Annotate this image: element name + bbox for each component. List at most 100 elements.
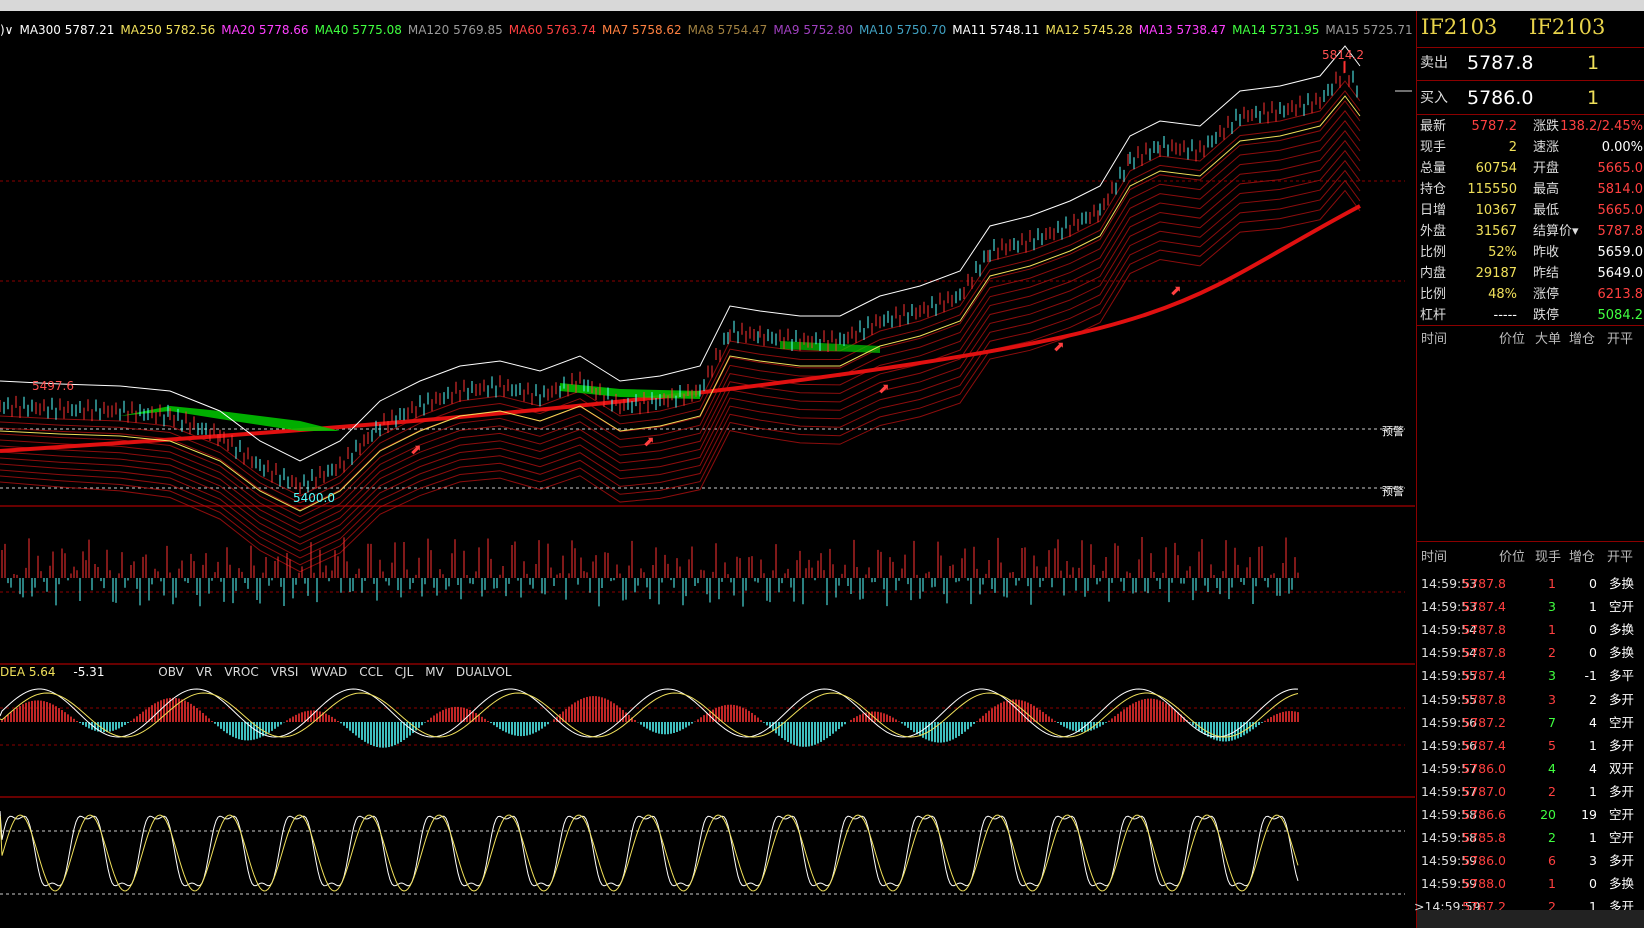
stat-l2: 跌停 xyxy=(1533,308,1560,323)
sell-row[interactable]: 卖出 5787.8 1 xyxy=(1417,49,1644,77)
green-band xyxy=(560,383,700,399)
trade-price: 5787.0 xyxy=(1462,783,1506,799)
stat-l1: 杠杆 xyxy=(1420,308,1447,323)
alert-label-upper[interactable]: 预警 xyxy=(1382,425,1404,438)
ma-legend-item: MA12 5745.28 xyxy=(1045,23,1133,37)
ma-line xyxy=(0,80,1361,497)
indicator-tab-vroc[interactable]: VROC xyxy=(224,665,259,679)
column-header: 现手 xyxy=(1535,550,1562,565)
ma-legend-item: MA250 5782.56 xyxy=(120,23,216,37)
trade-type: 多换 xyxy=(1609,576,1635,591)
stat-v1: ----- xyxy=(1493,308,1517,323)
trade-qty: 2 xyxy=(1548,645,1556,661)
trade-qty: 2 xyxy=(1548,899,1556,915)
trade-oi: 2 xyxy=(1589,691,1597,707)
trade-time: 14:59:56 xyxy=(1421,737,1478,753)
trade-type: 多开 xyxy=(1609,737,1635,753)
stat-l2: 速涨 xyxy=(1533,140,1560,155)
trade-row[interactable]: 14:59:54 5787.8 1 0 多换 xyxy=(1417,618,1644,642)
trade-row[interactable]: 14:59:59 5786.0 6 3 多开 xyxy=(1417,849,1644,873)
trade-qty: 1 xyxy=(1548,876,1556,892)
column-header: 价位 xyxy=(1499,332,1526,347)
ma-line xyxy=(0,179,1361,566)
signal-arrow: ⬈ xyxy=(1053,339,1065,355)
trade-price: 5787.4 xyxy=(1462,668,1506,684)
ma-legend-item: MA7 5758.62 xyxy=(602,23,682,37)
ma-legend-item: MA300 5787.21 xyxy=(19,23,115,37)
panel-bottom-tabs[interactable] xyxy=(1417,910,1644,928)
stat-l2: 最低 xyxy=(1533,203,1560,218)
stat-l1: 比例 xyxy=(1420,287,1447,302)
stat-l1: 现手 xyxy=(1420,140,1447,155)
ma-line xyxy=(0,149,1361,545)
trade-row[interactable]: 14:59:58 5786.6 20 19 空开 xyxy=(1417,803,1644,827)
trade-time: 14:59:57 xyxy=(1421,783,1478,799)
trade-price: 5787.8 xyxy=(1462,645,1506,661)
symbol-label-right: IF2103 xyxy=(1529,15,1606,39)
stat-v2: 138.2/2.45% xyxy=(1560,119,1643,134)
trade-row[interactable]: 14:59:57 5787.0 2 1 多开 xyxy=(1417,780,1644,804)
trade-row[interactable]: 14:59:54 5787.8 2 0 多换 xyxy=(1417,641,1644,665)
stat-v1: 29187 xyxy=(1475,266,1517,281)
trade-row[interactable]: 14:59:59 5788.0 1 0 多换 xyxy=(1417,872,1644,896)
bigorder-header: 时间 价位 大单 增仓 开平 xyxy=(1417,330,1644,350)
trade-time: 14:59:58 xyxy=(1421,830,1478,846)
trade-type: 空开 xyxy=(1609,807,1635,822)
indicator-tab-obv[interactable]: OBV xyxy=(158,665,184,679)
stat-l1: 日增 xyxy=(1420,203,1447,218)
ma-legend-item: MA40 5775.08 xyxy=(314,23,402,37)
trade-time: 14:59:53 xyxy=(1421,599,1478,615)
ma-line xyxy=(0,110,1361,518)
trade-type: 多开 xyxy=(1609,853,1635,869)
column-header: 大单 xyxy=(1535,332,1562,347)
stat-row: 总量 60754 开盘 5665.0 xyxy=(1417,158,1644,180)
buy-row[interactable]: 买入 5786.0 1 xyxy=(1417,84,1644,112)
stat-l1: 最新 xyxy=(1420,119,1447,134)
chart-canvas[interactable]: ⬈ ⬈ ⬈ ⬈ ⬈ xyxy=(0,11,1415,928)
trade-row[interactable]: 14:59:56 5787.2 7 4 空开 xyxy=(1417,711,1644,735)
indicator-tab-vrsi[interactable]: VRSI xyxy=(270,665,299,679)
trade-oi: 1 xyxy=(1589,899,1597,915)
buy-qty: 1 xyxy=(1587,87,1600,109)
trade-row[interactable]: 14:59:57 5786.0 4 4 双开 xyxy=(1417,757,1644,781)
trade-qty: 3 xyxy=(1548,599,1556,615)
trade-type: 多开 xyxy=(1609,691,1635,707)
stat-v2: 0.00% xyxy=(1601,140,1643,155)
ma-line xyxy=(0,169,1361,559)
column-header: 开平 xyxy=(1607,550,1634,565)
stat-l2: 涨跌 xyxy=(1533,119,1560,134)
trade-price: 5787.8 xyxy=(1462,576,1506,591)
trade-oi: 19 xyxy=(1581,807,1597,822)
ma-line xyxy=(0,139,1361,538)
ma-legend-item: MA8 5754.47 xyxy=(687,23,768,37)
column-header: 增仓 xyxy=(1569,550,1596,565)
trade-row[interactable]: 14:59:53 5787.4 3 1 空开 xyxy=(1417,595,1644,619)
trade-type: 空开 xyxy=(1609,714,1635,730)
alert-label-lower[interactable]: 预警 xyxy=(1382,485,1404,498)
trade-qty: 6 xyxy=(1548,853,1556,869)
indicator-tab-vr[interactable]: VR xyxy=(195,665,213,679)
indicator-tab-ccl[interactable]: CCL xyxy=(359,665,383,679)
stat-v1: 2 xyxy=(1508,140,1517,155)
buy-label: 买入 xyxy=(1420,90,1448,106)
indicator-tab-dualvol[interactable]: DUALVOL xyxy=(455,665,512,679)
indicator-tab-cjl[interactable]: CJL xyxy=(394,665,414,679)
trade-row[interactable]: 14:59:53 5787.8 1 0 多换 xyxy=(1417,572,1644,596)
trade-row[interactable]: 14:59:55 5787.8 3 2 多开 xyxy=(1417,688,1644,712)
long-ma-line xyxy=(0,204,1361,453)
window-title-bar xyxy=(0,0,1644,11)
indicator-tab-mv[interactable]: MV xyxy=(425,665,444,679)
ma-line xyxy=(0,159,1361,552)
trade-price: 5785.8 xyxy=(1462,830,1506,846)
stat-l1: 外盘 xyxy=(1420,224,1447,239)
stat-row: 持仓 115550 最高 5814.0 xyxy=(1417,179,1644,201)
trade-type: 多换 xyxy=(1609,622,1635,638)
trade-row[interactable]: 14:59:55 5787.4 3 -1 多平 xyxy=(1417,664,1644,688)
trade-oi: 3 xyxy=(1589,853,1597,869)
stat-v2: 5814.0 xyxy=(1597,182,1644,197)
indicator-tab-wvad[interactable]: WVAD xyxy=(310,665,348,679)
mid-price-label: 5497.6 xyxy=(32,379,74,393)
trade-row[interactable]: 14:59:58 5785.8 2 1 空开 xyxy=(1417,826,1644,850)
chart-area[interactable]: ⬈ ⬈ ⬈ ⬈ ⬈ xyxy=(0,11,1415,928)
trade-row[interactable]: 14:59:56 5787.4 5 1 多开 xyxy=(1417,734,1644,758)
